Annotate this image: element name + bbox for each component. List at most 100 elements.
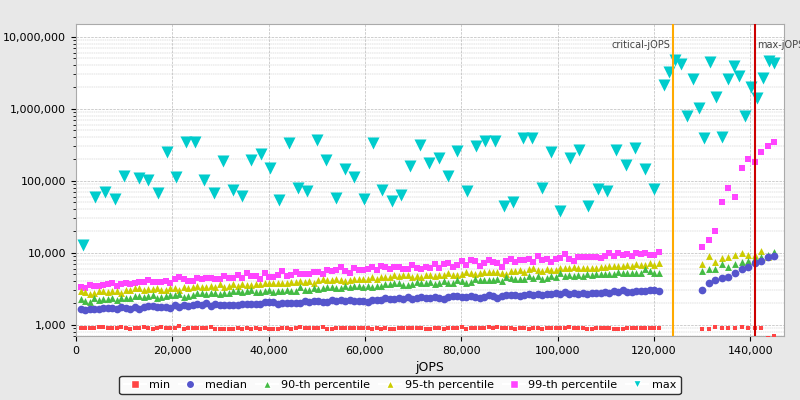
- Point: [343, 270, 356, 276]
- Point: [338, 267, 351, 274]
- Point: [473, 262, 486, 269]
- Point: [150, 294, 163, 301]
- Point: [722, 76, 734, 82]
- Point: [742, 264, 754, 270]
- Point: [254, 276, 266, 282]
- Point: [376, 187, 389, 193]
- Point: [271, 287, 284, 294]
- Point: [455, 258, 468, 264]
- Point: [142, 285, 154, 292]
- Point: [240, 281, 253, 288]
- Point: [576, 324, 589, 331]
- Point: [639, 250, 652, 256]
- Point: [240, 270, 253, 276]
- Point: [585, 326, 598, 332]
- Point: [715, 133, 728, 140]
- Point: [495, 277, 508, 284]
- Point: [607, 326, 620, 332]
- Point: [464, 324, 477, 331]
- Point: [722, 325, 734, 331]
- Point: [572, 290, 585, 297]
- Point: [137, 286, 150, 293]
- Point: [361, 283, 374, 289]
- Point: [428, 273, 441, 280]
- Point: [603, 270, 616, 277]
- Point: [424, 264, 437, 271]
- Point: [290, 288, 302, 294]
- Point: [374, 274, 387, 280]
- Point: [709, 228, 722, 234]
- Point: [119, 295, 132, 301]
- Point: [702, 253, 715, 259]
- Point: [182, 302, 194, 309]
- Point: [393, 280, 406, 287]
- Point: [715, 261, 728, 267]
- Point: [97, 296, 110, 302]
- Point: [379, 295, 392, 301]
- Point: [343, 277, 356, 283]
- Point: [755, 248, 768, 254]
- Point: [715, 199, 728, 206]
- Point: [634, 251, 647, 258]
- Point: [209, 284, 222, 290]
- Point: [550, 290, 562, 296]
- Point: [585, 272, 598, 278]
- Point: [603, 324, 616, 331]
- Point: [540, 256, 553, 263]
- Point: [173, 323, 186, 330]
- Point: [150, 325, 163, 332]
- Point: [610, 147, 623, 153]
- Point: [281, 325, 294, 331]
- Point: [106, 304, 118, 311]
- Point: [527, 292, 540, 298]
- Point: [630, 288, 642, 295]
- Point: [352, 267, 365, 273]
- Point: [709, 266, 722, 272]
- Point: [178, 326, 190, 332]
- Point: [482, 277, 495, 284]
- Point: [370, 325, 383, 331]
- Point: [191, 283, 204, 290]
- Point: [164, 325, 177, 332]
- Point: [321, 326, 334, 332]
- Point: [281, 273, 294, 279]
- Point: [629, 145, 642, 151]
- Point: [231, 283, 244, 290]
- Point: [603, 250, 616, 256]
- Point: [236, 281, 249, 287]
- Point: [142, 293, 154, 299]
- Point: [498, 203, 510, 209]
- Point: [394, 191, 407, 198]
- Point: [545, 291, 558, 297]
- Point: [178, 284, 190, 290]
- Point: [514, 266, 526, 273]
- Point: [567, 273, 580, 279]
- Point: [455, 294, 468, 300]
- Point: [267, 274, 280, 280]
- Point: [433, 272, 446, 278]
- Point: [585, 254, 598, 260]
- Point: [643, 268, 656, 274]
- Point: [526, 134, 538, 141]
- Point: [169, 325, 182, 331]
- Point: [518, 276, 530, 282]
- Point: [558, 325, 571, 332]
- Point: [594, 325, 607, 331]
- Point: [146, 326, 159, 332]
- Point: [182, 292, 194, 299]
- Point: [527, 274, 540, 281]
- Point: [164, 292, 177, 298]
- Point: [397, 266, 410, 272]
- Point: [97, 305, 110, 312]
- Point: [438, 296, 450, 302]
- Point: [554, 291, 566, 297]
- Point: [433, 265, 446, 272]
- Point: [124, 326, 137, 332]
- Point: [236, 300, 249, 307]
- Point: [674, 60, 687, 67]
- Point: [415, 274, 428, 280]
- Point: [473, 324, 486, 331]
- Point: [124, 295, 137, 301]
- Point: [294, 300, 306, 306]
- Point: [626, 324, 638, 331]
